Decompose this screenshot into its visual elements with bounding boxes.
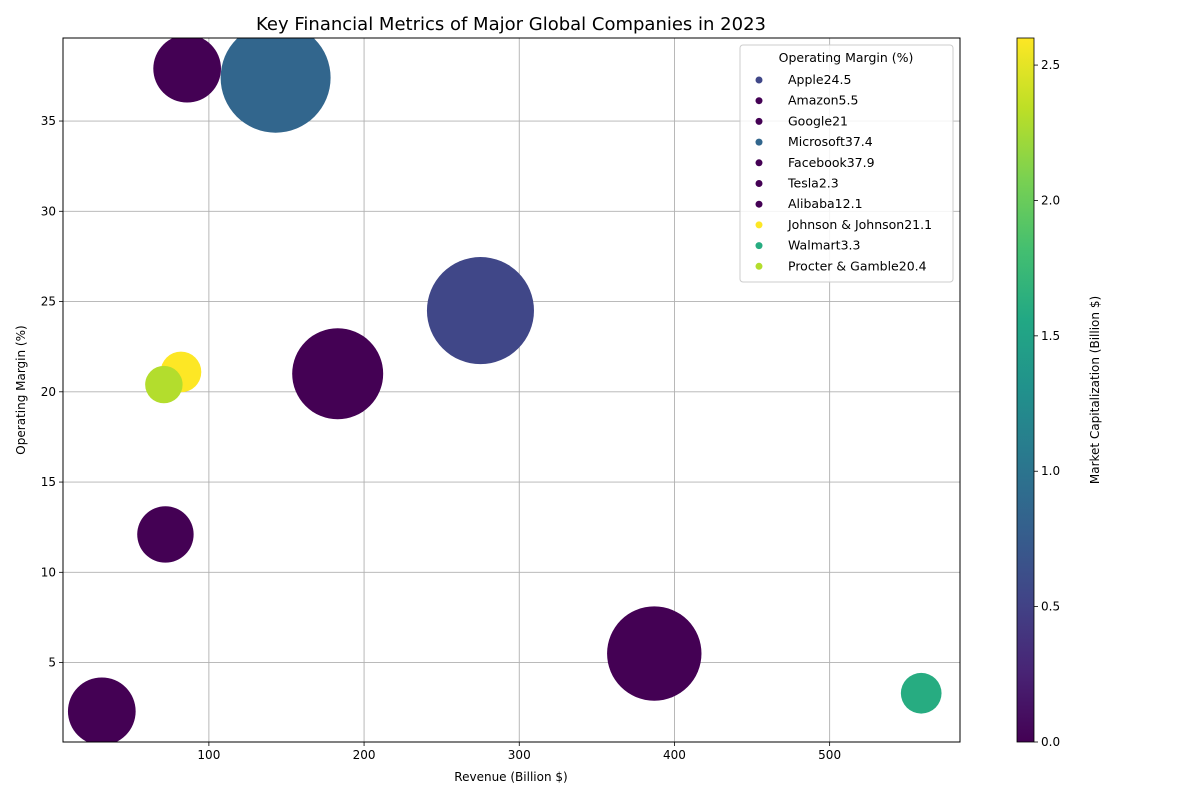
x-tick-label: 500 — [818, 748, 841, 762]
bubble-point — [220, 38, 331, 133]
legend-marker — [755, 180, 763, 187]
legend-marker — [755, 242, 763, 250]
legend-items: Apple24.5 Amazon5.5 Google21 Microsoft37.4 F… — [755, 72, 932, 273]
y-tick-label: 35 — [41, 114, 56, 128]
colorbar: 0.0 0.5 1.0 1.5 2.0 2.5 Market Capitalization… — [1016, 37, 1102, 749]
y-tick-label: 15 — [41, 475, 56, 489]
legend-label: Tesla2.3 — [787, 176, 839, 191]
bubble-point — [153, 38, 221, 103]
y-axis-ticks: 5 10 15 20 25 30 35 — [41, 114, 63, 670]
legend-marker — [755, 138, 763, 146]
legend-label: Walmart3.3 — [788, 238, 860, 253]
legend-label: Johnson & Johnson21.1 — [787, 217, 932, 232]
legend-label: Microsoft37.4 — [788, 134, 873, 149]
grid — [63, 38, 960, 742]
legend-marker — [755, 262, 763, 270]
colorbar-tick-label: 0.0 — [1041, 735, 1060, 749]
legend-label: Alibaba12.1 — [788, 196, 863, 211]
colorbar-label: Market Capitalization (Billion $) — [1088, 296, 1102, 484]
colorbar-gradient — [1016, 37, 1035, 743]
legend-label: Google21 — [788, 113, 848, 128]
legend-box — [739, 44, 954, 283]
x-tick-label: 300 — [508, 748, 531, 762]
x-tick-label: 200 — [353, 748, 376, 762]
legend-marker — [755, 97, 763, 105]
colorbar-tick-label: 1.0 — [1041, 464, 1060, 478]
legend-label: Amazon5.5 — [788, 93, 858, 108]
y-tick-label: 10 — [41, 565, 56, 579]
bubble-point — [145, 365, 183, 404]
legend-marker — [755, 221, 763, 229]
bubble-point — [607, 606, 702, 701]
legend-marker — [755, 76, 763, 84]
bubble-point — [67, 677, 136, 742]
x-tick-label: 400 — [663, 748, 686, 762]
legend-marker — [755, 117, 763, 125]
y-tick-label: 25 — [41, 295, 56, 309]
legend-label: Apple24.5 — [788, 72, 851, 87]
bubble-point — [137, 506, 194, 563]
bubble-point — [426, 257, 534, 365]
colorbar-tick-label: 2.0 — [1041, 193, 1060, 207]
legend: Operating Margin (%) Apple24.5 Amazon5.5 G… — [739, 44, 954, 283]
bubble-point — [900, 672, 942, 714]
bubble-layer — [67, 38, 942, 742]
x-axis-ticks: 100 200 300 400 500 — [197, 742, 841, 762]
legend-label: Procter & Gamble20.4 — [788, 258, 927, 273]
y-axis-label: Operating Margin (%) — [14, 325, 28, 454]
legend-title: Operating Margin (%) — [779, 50, 914, 65]
chart-title: Key Financial Metrics of Major Global Co… — [256, 14, 766, 35]
y-tick-label: 30 — [41, 204, 56, 218]
bubble-point — [292, 328, 384, 420]
legend-marker — [755, 200, 763, 208]
plot-frame — [62, 37, 961, 743]
legend-label: Facebook37.9 — [788, 155, 875, 170]
colorbar-tick-label: 1.5 — [1041, 329, 1060, 343]
legend-marker — [755, 159, 763, 167]
colorbar-ticks: 0.0 0.5 1.0 1.5 2.0 2.5 — [1034, 58, 1060, 749]
y-tick-label: 20 — [41, 385, 56, 399]
x-tick-label: 100 — [197, 748, 220, 762]
y-tick-label: 5 — [48, 656, 56, 670]
colorbar-tick-label: 2.5 — [1041, 58, 1060, 72]
x-axis-label: Revenue (Billion $) — [454, 770, 567, 784]
colorbar-tick-label: 0.5 — [1041, 600, 1060, 614]
